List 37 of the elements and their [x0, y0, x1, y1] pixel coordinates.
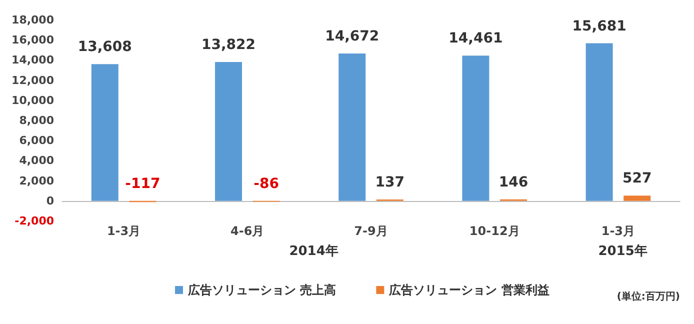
bar — [91, 64, 118, 201]
x-tick-label: 7-9月 — [354, 224, 388, 238]
data-label: 137 — [375, 174, 405, 191]
data-label: 15,681 — [572, 18, 626, 34]
text: (単位:百万円) — [616, 290, 680, 302]
data-label: 527 — [622, 170, 652, 187]
data-label: 13,608 — [78, 39, 132, 56]
data-label: 146 — [498, 174, 528, 190]
y-tick-label: 14,000 — [12, 54, 54, 67]
y-tick-label: 4,000 — [19, 154, 54, 168]
bar — [462, 56, 490, 201]
y-tick-label: 18,000 — [12, 14, 54, 26]
bar — [624, 196, 651, 201]
x-tick-label: 1-3月 — [601, 224, 636, 238]
y-tick-label: 0 — [46, 194, 54, 208]
y-tick-label: 16,000 — [12, 34, 54, 47]
y-tick-label: 10,000 — [12, 94, 54, 107]
y-tick-label: 6,000 — [19, 134, 54, 148]
y-tick-label: -2,000 — [14, 214, 54, 228]
data-label: 13,822 — [201, 36, 256, 53]
legend-label: 広告ソリューション 営業利益 — [388, 283, 550, 297]
y-tick-label: 8,000 — [19, 114, 54, 127]
y-tick-label: 12,000 — [12, 74, 54, 87]
text: 2014年 — [289, 244, 338, 259]
text: 2015年 — [598, 244, 648, 259]
y-tick-label: 2,000 — [19, 174, 54, 188]
data-label: 14,672 — [325, 28, 380, 44]
x-tick-label: 4-6月 — [230, 224, 264, 238]
bar — [586, 43, 613, 201]
legend-label: 広告ソリューション 売上高 — [187, 283, 336, 297]
x-tick-label: 10-12月 — [469, 224, 520, 238]
data-label: -86 — [254, 176, 279, 192]
bar — [215, 62, 242, 201]
bar — [338, 53, 366, 201]
data-label: -117 — [125, 176, 160, 192]
data-label: 14,461 — [448, 30, 503, 47]
x-tick-label: 1-3月 — [106, 224, 141, 238]
